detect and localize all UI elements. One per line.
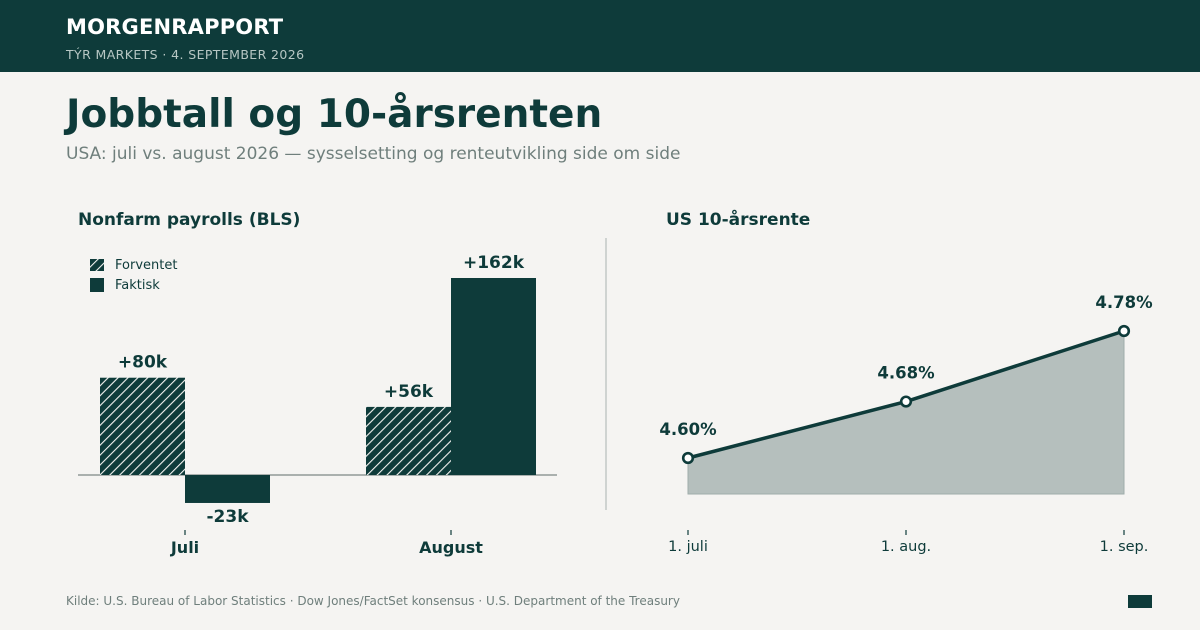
data-label: 4.78% <box>1095 293 1153 312</box>
legend-label: Faktisk <box>115 278 160 293</box>
x-tick-label: 1. aug. <box>881 539 931 555</box>
yield-area-chart: 4.60% 1. juli 4.68% 1. aug. 4.78% 1. sep. <box>659 293 1153 555</box>
x-tick-label: 1. sep. <box>1100 539 1149 555</box>
yield-point <box>681 451 695 465</box>
brand-subtitle: TÝR MARKETS · 4. SEPTEMBER 2026 <box>66 47 305 62</box>
payrolls-chart-title: Nonfarm payrolls (BLS) <box>78 210 301 230</box>
page-title: Jobbtall og 10-årsrenten <box>66 92 603 137</box>
data-label: 4.68% <box>877 364 935 383</box>
data-label: -23k <box>206 507 249 527</box>
bar-forventet-august <box>366 406 451 475</box>
legend-swatch-faktisk <box>90 278 104 292</box>
x-tick-label: Juli <box>170 538 199 557</box>
top-banner: MORGENRAPPORT TÝR MARKETS · 4. SEPTEMBER… <box>0 0 1200 72</box>
yield-chart-title: US 10-årsrente <box>666 210 811 230</box>
brand-title: MORGENRAPPORT <box>66 15 284 39</box>
x-tick-label: August <box>419 538 483 557</box>
x-tick-label: 1. juli <box>668 539 708 555</box>
legend-swatch-forventet <box>90 259 104 271</box>
yield-area-fill <box>687 330 1125 495</box>
source-note: Kilde: U.S. Bureau of Labor Statistics ·… <box>66 594 680 608</box>
panel-divider <box>605 238 607 510</box>
data-label: 4.60% <box>659 420 717 439</box>
page-subtitle: USA: juli vs. august 2026 — sysselsettin… <box>66 144 681 164</box>
footer-brand-mark <box>1128 595 1152 608</box>
data-label: +56k <box>384 382 434 402</box>
bar-forventet-juli <box>100 377 185 475</box>
yield-point <box>899 395 913 408</box>
data-label: +162k <box>463 253 525 273</box>
data-label: +80k <box>118 353 168 373</box>
bar-faktisk-juli <box>185 475 270 503</box>
yield-point <box>1117 324 1131 338</box>
legend-label: Forventet <box>115 258 177 273</box>
payrolls-bar-chart: +80k -23k Juli +56k +162k August Forventet Fakt… <box>78 253 557 557</box>
bar-faktisk-august <box>451 278 536 475</box>
